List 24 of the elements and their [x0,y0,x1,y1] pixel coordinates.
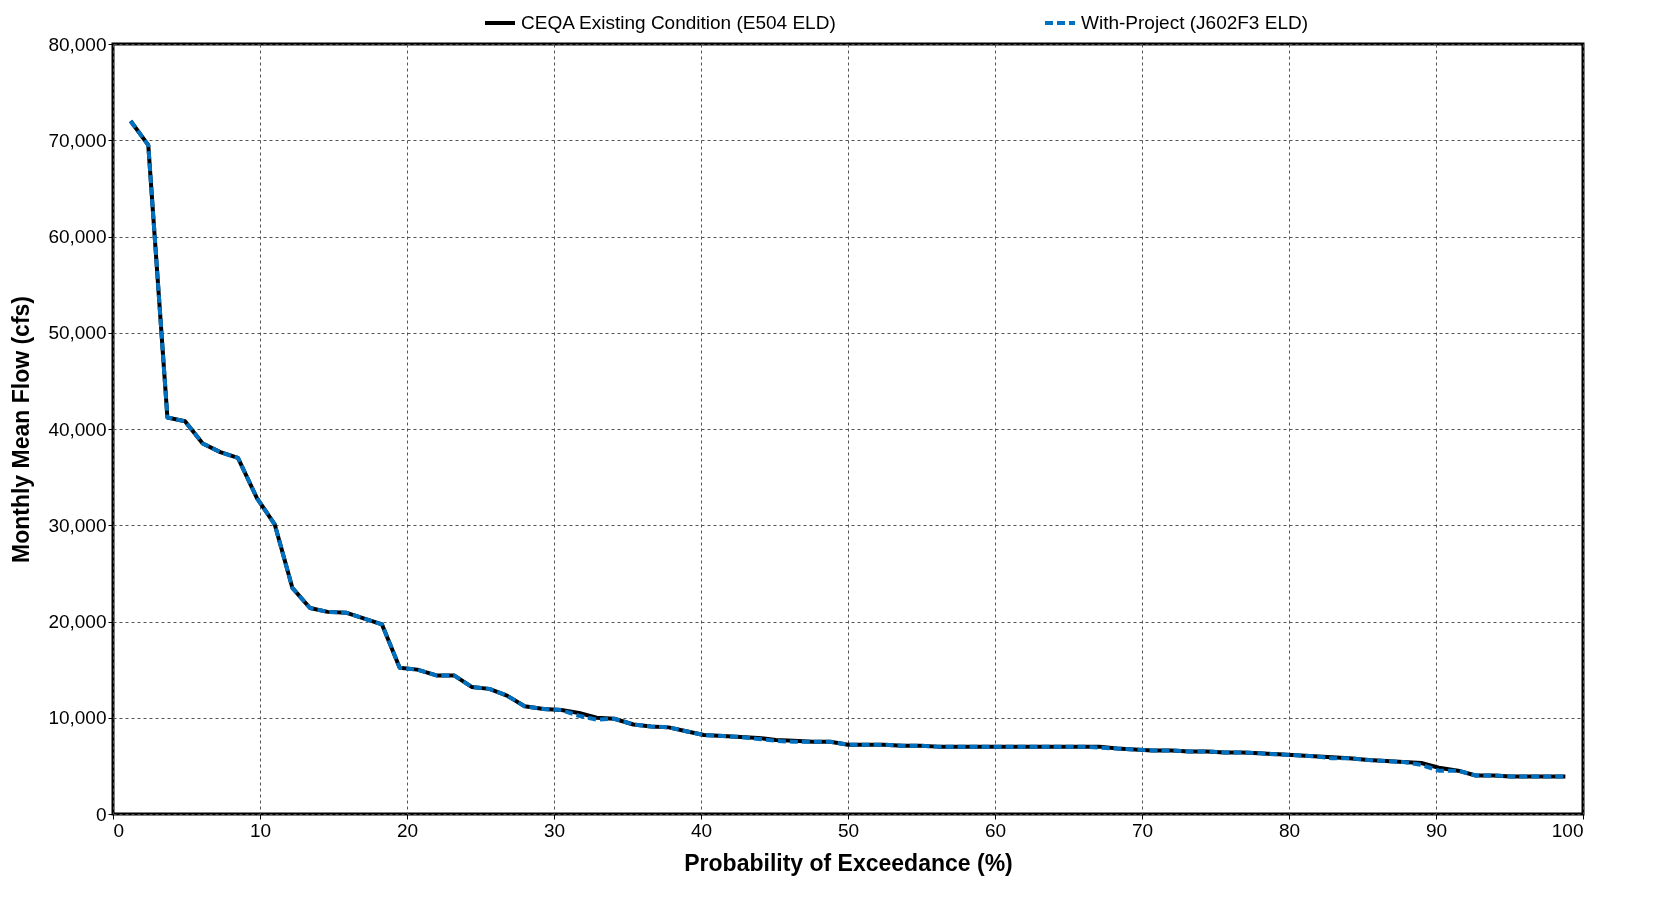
x-axis-title: Probability of Exceedance (%) [684,849,1013,876]
y-axis-title: Monthly Mean Flow (cfs) [8,295,35,564]
y-tick-label: 50,000 [48,322,107,344]
y-tick-label: 60,000 [48,226,107,247]
x-tick-label: 30 [543,819,566,841]
x-tick-label: 100 [1551,819,1584,841]
y-tick-label: 40,000 [48,418,107,440]
y-tick-label: 30,000 [48,514,107,536]
x-tick-label: 70 [1131,819,1154,841]
x-tick-label: 50 [837,819,860,841]
x-tick-label: 40 [690,819,713,841]
x-tick-label: 10 [249,819,272,841]
y-tick-label: 20,000 [48,611,107,632]
y-tick-label: 70,000 [48,129,107,151]
x-tick-label: 90 [1425,819,1448,841]
y-tick-label: 0 [95,803,107,825]
legend-label: With-Project (J602F3 ELD) [1081,12,1309,33]
y-tick-label: 10,000 [48,707,107,729]
x-tick-label: 60 [984,819,1007,841]
x-tick-label: 80 [1278,819,1301,841]
x-tick-label: 20 [396,819,419,841]
y-tick-label: 80,000 [48,33,107,55]
x-tick-label: 0 [113,819,125,841]
legend-label: CEQA Existing Condition (E504 ELD) [521,12,836,33]
